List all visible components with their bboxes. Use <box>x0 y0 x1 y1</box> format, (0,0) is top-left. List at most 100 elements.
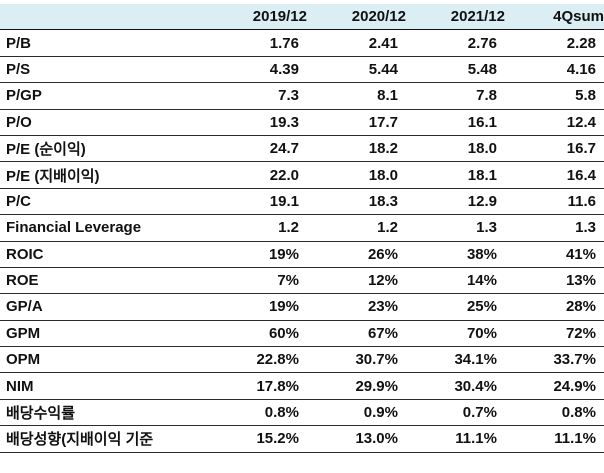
row-label: 배당수익률 <box>6 405 76 423</box>
table-row: Financial Leverage 1.2 1.2 1.3 1.3 <box>0 215 604 242</box>
row-value-cell: 18.1 <box>467 166 497 184</box>
column-header-2020-12: 2020/12 <box>351 8 406 26</box>
row-value-cell: 41% <box>565 245 596 263</box>
row-value-cell: 17.8% <box>256 377 299 395</box>
row-value-cell: 17.7 <box>368 113 398 131</box>
row-value-cell: 5.48 <box>467 60 497 78</box>
row-value-cell: 7.3 <box>278 87 299 105</box>
row-label: GP/A <box>6 298 43 316</box>
table-row: GPM 60% 67% 70% 72% <box>0 320 604 347</box>
row-value-cell: 16.1 <box>467 113 497 131</box>
row-value-cell: 11.6 <box>567 192 596 210</box>
row-value-cell: 19.3 <box>269 113 299 131</box>
row-label: NIM <box>6 377 34 395</box>
row-value-cell: 1.3 <box>476 219 497 237</box>
row-label: P/O <box>6 113 32 131</box>
row-value-cell: 0.8% <box>561 404 596 422</box>
row-value-cell: 18.2 <box>368 140 398 158</box>
row-value-cell: 33.7% <box>553 351 596 369</box>
row-value-cell: 16.7 <box>566 140 596 158</box>
row-value-cell: 14% <box>466 272 497 290</box>
table-row: NIM 17.8% 29.9% 30.4% 24.9% <box>0 373 604 400</box>
row-value-cell: 4.39 <box>269 60 299 78</box>
row-label: P/GP <box>6 87 42 105</box>
table-row: P/GP 7.3 8.1 7.8 5.8 <box>0 83 604 110</box>
row-value-cell: 7.8 <box>476 87 497 105</box>
row-value-cell: 0.8% <box>264 404 299 422</box>
row-value-cell: 1.2 <box>278 219 299 237</box>
row-value-cell: 22.0 <box>269 166 299 184</box>
row-value-cell: 26% <box>367 245 398 263</box>
row-label: OPM <box>6 351 41 369</box>
row-value-cell: 70% <box>466 324 497 342</box>
row-value-cell: 5.8 <box>575 87 596 105</box>
row-label: ROIC <box>6 245 44 263</box>
table-header-row: 2019/12 2020/12 2021/12 4Qsum <box>0 4 604 30</box>
row-value-cell: 4.16 <box>566 60 596 78</box>
row-value-cell: 13% <box>565 272 596 290</box>
row-label: ROE <box>6 272 39 290</box>
table-row: P/S 4.39 5.44 5.48 4.16 <box>0 56 604 83</box>
row-value-cell: 13.0% <box>355 430 398 448</box>
row-label: P/B <box>6 34 32 52</box>
row-label: P/E (순이익) <box>6 141 86 159</box>
row-value-cell: 60% <box>268 324 299 342</box>
row-value-cell: 2.41 <box>368 34 398 52</box>
row-value-cell: 1.2 <box>377 219 398 237</box>
row-value-cell: 18.3 <box>368 192 398 210</box>
row-value-cell: 30.4% <box>454 377 497 395</box>
table-row: ROE 7% 12% 14% 13% <box>0 267 604 294</box>
row-value-cell: 28% <box>565 298 596 316</box>
row-label: P/C <box>6 192 32 210</box>
row-value-cell: 67% <box>367 324 398 342</box>
row-value-cell: 1.3 <box>575 219 596 237</box>
row-value-cell: 24.9% <box>553 377 596 395</box>
table-row: P/C 19.1 18.3 12.9 11.6 <box>0 188 604 215</box>
row-value-cell: 29.9% <box>355 377 398 395</box>
table-row: OPM 22.8% 30.7% 34.1% 33.7% <box>0 347 604 373</box>
table-row: ROIC 19% 26% 38% 41% <box>0 241 604 268</box>
row-value-cell: 19% <box>268 298 299 316</box>
row-value-cell: 25% <box>466 298 497 316</box>
row-value-cell: 24.7 <box>269 140 299 158</box>
table-row: P/E (지배이익) 22.0 18.0 18.1 16.4 <box>0 162 604 189</box>
row-label: GPM <box>6 324 41 342</box>
row-label: 배당성향(지배이익 기준 <box>6 431 154 449</box>
row-value-cell: 0.9% <box>363 404 398 422</box>
row-value-cell: 19% <box>268 245 299 263</box>
table-row: P/B 1.76 2.41 2.76 2.28 <box>0 29 604 57</box>
row-value-cell: 16.4 <box>566 166 596 184</box>
row-label: Financial Leverage <box>6 219 142 237</box>
table-body: P/B 1.76 2.41 2.76 2.28 P/S 4.39 5.44 5.48 4.16 P/… <box>0 29 604 453</box>
row-value-cell: 18.0 <box>368 166 398 184</box>
row-value-cell: 11.1% <box>554 430 596 448</box>
row-value-cell: 7% <box>277 272 299 290</box>
row-label: P/S <box>6 60 31 78</box>
row-value-cell: 23% <box>367 298 398 316</box>
table-row: 배당성향(지배이익 기준 15.2% 13.0% 11.1% 11.1% <box>0 426 604 453</box>
row-value-cell: 30.7% <box>355 351 398 369</box>
row-value-cell: 38% <box>466 245 497 263</box>
row-value-cell: 22.8% <box>256 351 299 369</box>
row-value-cell: 12.4 <box>566 113 596 131</box>
row-value-cell: 72% <box>565 324 596 342</box>
row-value-cell: 19.1 <box>269 192 299 210</box>
row-value-cell: 1.76 <box>269 34 299 52</box>
row-value-cell: 34.1% <box>454 351 497 369</box>
row-value-cell: 12.9 <box>467 192 497 210</box>
row-value-cell: 18.0 <box>467 140 497 158</box>
row-value-cell: 2.76 <box>467 34 497 52</box>
column-header-4qsum: 4Qsum <box>553 8 604 26</box>
column-header-2019-12: 2019/12 <box>252 8 307 26</box>
row-value-cell: 11.1% <box>455 430 497 448</box>
row-value-cell: 12% <box>367 272 398 290</box>
row-value-cell: 5.44 <box>368 60 398 78</box>
table-row: P/E (순이익) 24.7 18.2 18.0 16.7 <box>0 135 604 162</box>
row-label: P/E (지배이익) <box>6 167 100 185</box>
row-value-cell: 0.7% <box>462 404 497 422</box>
table-row: P/O 19.3 17.7 16.1 12.4 <box>0 109 604 136</box>
table-row: GP/A 19% 23% 25% 28% <box>0 294 604 321</box>
row-value-cell: 15.2% <box>256 430 299 448</box>
row-value-cell: 8.1 <box>377 87 398 105</box>
